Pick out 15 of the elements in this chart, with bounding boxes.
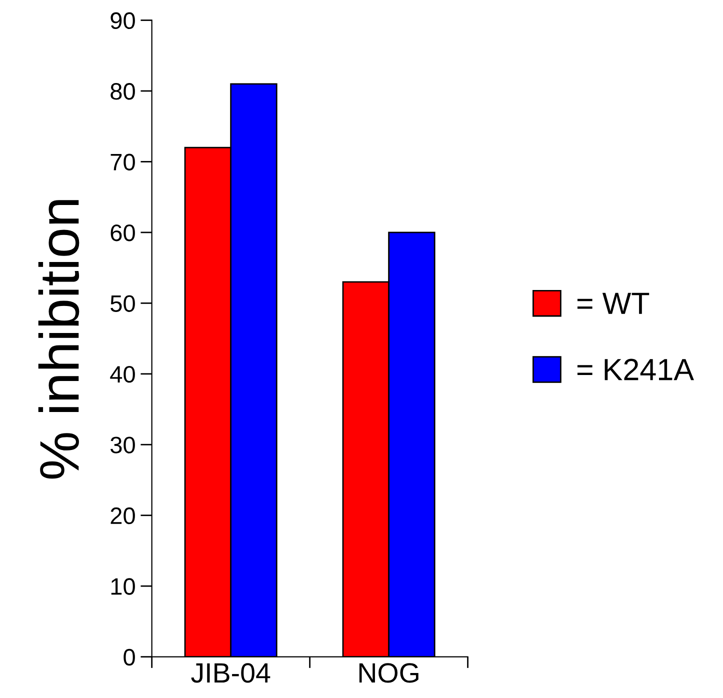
y-tick-label: 60: [110, 224, 135, 242]
y-tick-label: 70: [110, 154, 135, 170]
x-tick-label: JIB-04: [191, 663, 270, 683]
y-tick-label: 80: [110, 83, 135, 100]
x-tick-label: NOG: [359, 663, 418, 683]
y-tick-label: 40: [110, 366, 135, 383]
y-tick-label: 20: [110, 507, 135, 524]
legend-label: = K241A: [577, 358, 694, 380]
y-tick-label: 90: [110, 12, 135, 30]
y-axis-title: % inhibition: [38, 200, 80, 479]
y-tick-label: 10: [111, 578, 135, 595]
y-tick-label: 50: [110, 295, 135, 312]
y-tick-label: 30: [110, 436, 135, 454]
legend-label: = WT: [577, 292, 650, 314]
y-tick-label: 0: [124, 648, 135, 666]
